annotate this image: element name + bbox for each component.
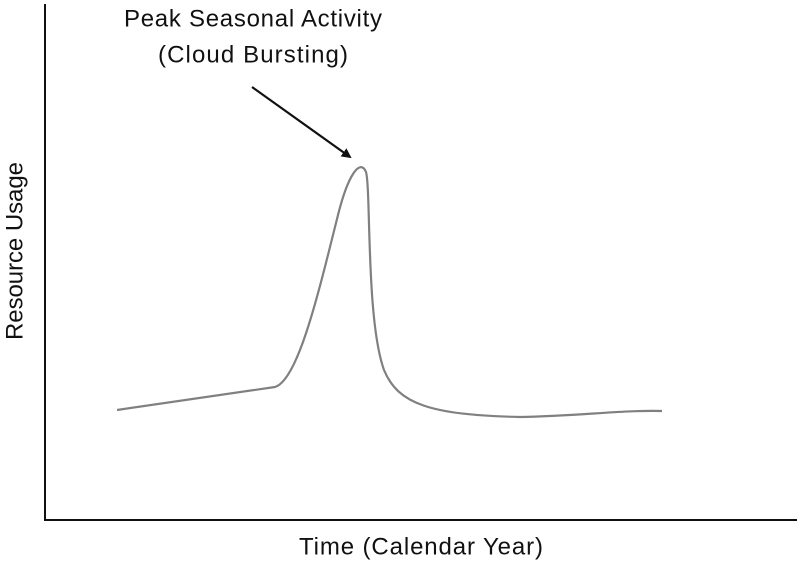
annotation-line2: (Cloud Bursting)	[158, 41, 348, 68]
annotation-line1: Peak Seasonal Activity	[124, 5, 382, 32]
x-axis-label: Time (Calendar Year)	[299, 533, 543, 560]
y-axis-label: Resource Usage	[1, 162, 28, 340]
usage-curve	[116, 166, 663, 419]
annotation-arrow	[251, 86, 352, 159]
